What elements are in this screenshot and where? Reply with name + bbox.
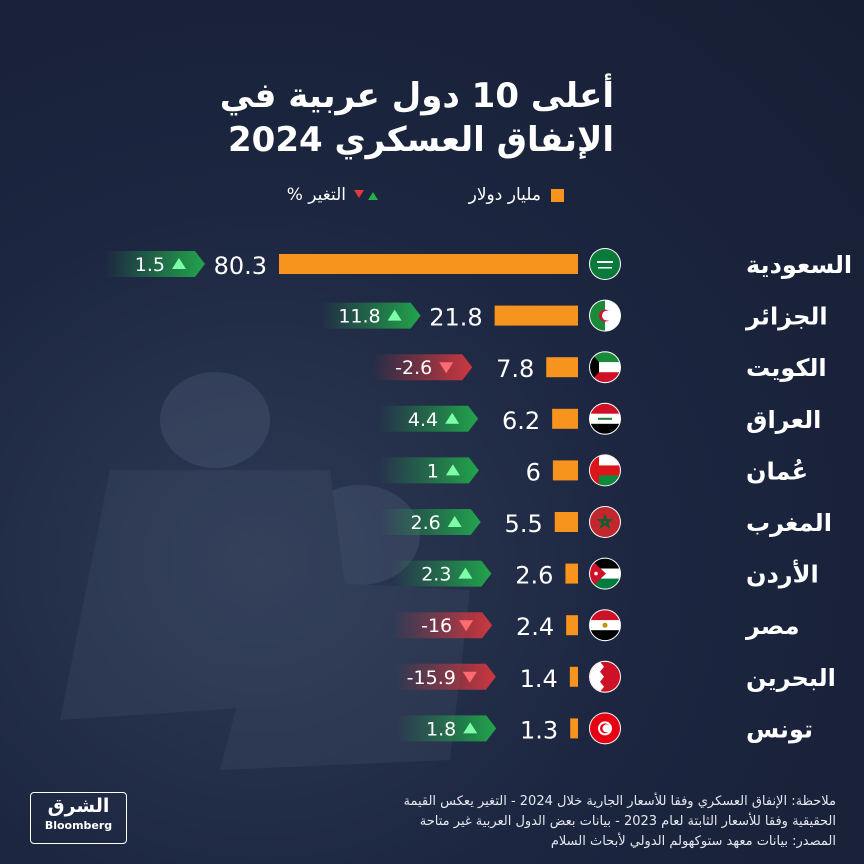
value-label: 2.4: [516, 613, 554, 641]
bar: [565, 564, 575, 584]
bar-row: عُمان 6 1: [379, 454, 808, 486]
axis-tick: [575, 718, 578, 738]
bar-row: المغرب 5.5 2.6: [381, 506, 832, 538]
bar: [552, 409, 575, 429]
bar: [546, 357, 575, 377]
value-label: 80.3: [214, 252, 267, 280]
axis-tick: [575, 357, 578, 377]
bar-row: الأردن 2.6 2.3: [391, 558, 818, 590]
bar: [555, 512, 575, 532]
axis-tick: [575, 306, 578, 326]
value-label: 1.3: [520, 716, 558, 744]
category-label: عُمان: [746, 457, 808, 485]
bar-row: الجزائر 21.8 11.8: [321, 300, 828, 332]
category-label: الجزائر: [745, 303, 828, 331]
note-line-2: الحقيقية وفقا للأسعار الثابتة لعام 2023 …: [276, 812, 836, 832]
source-line: المصدر: بيانات معهد ستوكهولم الدولي لأبح…: [276, 832, 836, 852]
axis-tick: [575, 564, 578, 584]
bar-row: تونس 1.3 1.8: [396, 712, 813, 744]
axis-tick: [575, 512, 578, 532]
category-label: الكويت: [746, 354, 827, 382]
change-label: 1.8: [426, 718, 456, 740]
category-label: السعودية: [746, 251, 852, 279]
value-label: 21.8: [429, 304, 482, 332]
bar: [566, 615, 575, 635]
bar-row: السعودية 80.3 1.5: [105, 248, 852, 280]
bar: [495, 306, 575, 326]
change-label: 4.4: [408, 409, 438, 431]
category-label: تونس: [746, 715, 813, 743]
value-label: 7.8: [496, 355, 534, 383]
bar: [553, 460, 575, 480]
footnote: ملاحظة: الإنفاق العسكري وفقا للأسعار الج…: [276, 792, 836, 852]
axis-tick: [575, 460, 578, 480]
value-label: 5.5: [505, 510, 543, 538]
bar: [279, 254, 575, 274]
axis-tick: [575, 667, 578, 687]
change-label: 1.5: [135, 254, 165, 276]
bar: [570, 718, 575, 738]
category-label: مصر: [745, 612, 799, 640]
category-label: البحرين: [746, 664, 836, 692]
axis-tick: [575, 254, 578, 274]
category-label: الأردن: [746, 560, 819, 589]
change-label: 1: [427, 460, 439, 482]
bar-row: البحرين 1.4 -15.9: [396, 661, 836, 693]
change-label: 11.8: [338, 306, 380, 328]
category-label: المغرب: [746, 509, 832, 537]
change-label: 2.3: [421, 564, 451, 586]
change-label: 2.6: [411, 512, 441, 534]
change-label: -15.9: [407, 667, 456, 689]
bar-row: الكويت 7.8 -2.6: [372, 351, 826, 383]
bar: [570, 667, 575, 687]
note-line-1: ملاحظة: الإنفاق العسكري وفقا للأسعار الج…: [276, 792, 836, 812]
category-label: العراق: [746, 406, 821, 434]
axis-tick: [575, 615, 578, 635]
value-label: 6: [526, 458, 541, 486]
bar-row: العراق 6.2 4.4: [378, 403, 821, 435]
asharq-bloomberg-logo: الشرق Bloomberg: [30, 792, 127, 844]
value-label: 1.4: [520, 665, 558, 693]
change-label: -2.6: [395, 357, 432, 379]
value-label: 6.2: [502, 407, 540, 435]
axis-tick: [575, 409, 578, 429]
value-label: 2.6: [515, 562, 553, 590]
change-label: -16: [421, 615, 452, 637]
bar-row: مصر 2.4 -16: [392, 609, 799, 641]
